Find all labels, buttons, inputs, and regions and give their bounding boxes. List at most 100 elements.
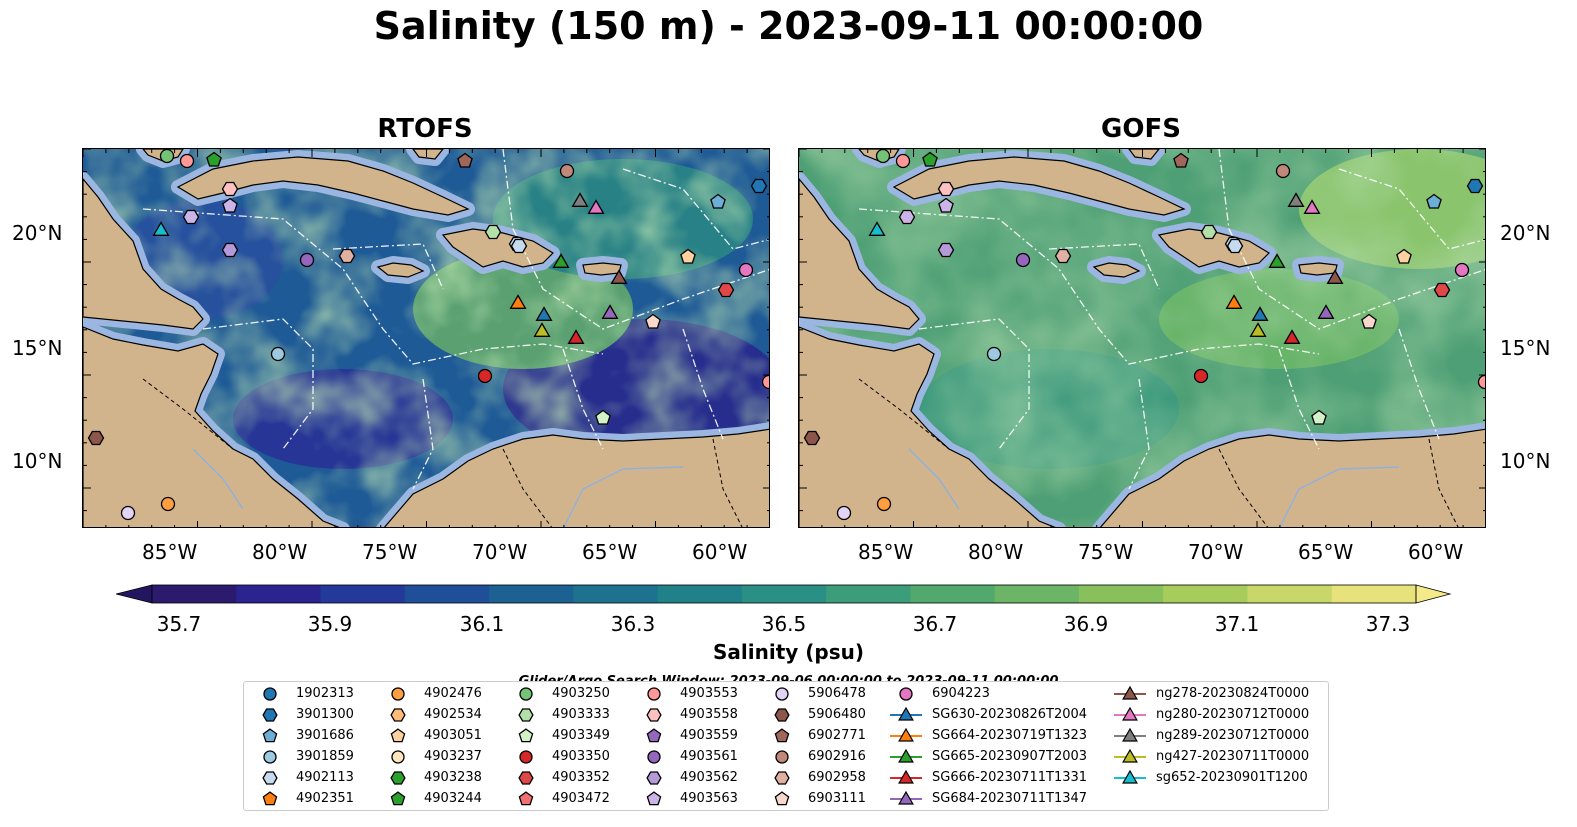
argo-float-marker [1433,282,1451,298]
argo-float-marker [477,368,493,384]
argo-float-marker [595,409,611,425]
legend-marker-icon [391,687,405,701]
glider-marker [1268,253,1286,268]
lon-label-left-60: 60°W [692,540,748,564]
legend-label: 4903352 [552,770,610,785]
colorbar-tick: 36.5 [761,612,807,636]
legend-marker-icon [262,708,278,722]
legend-marker-icon [518,728,534,743]
colorbar-swatch [1247,585,1333,603]
lon-label-left-65: 65°W [582,540,638,564]
lon-label-left-75: 75°W [362,540,418,564]
legend-item: 4903553 [636,684,756,704]
colorbar-swatch [236,585,322,603]
legend-item: 4903558 [636,705,756,725]
legend-item: 6904223 [888,684,1008,704]
legend-item: 6902958 [764,768,884,788]
glider-marker [509,294,527,309]
argo-float-marker [761,374,769,390]
argo-float-marker [750,178,768,194]
legend-item: ng289-20230712T0000 [1112,726,1332,746]
colorbar-swatch [404,585,490,603]
argo-float-marker [510,238,528,254]
lat-label-right-10: 10°N [1500,449,1551,473]
legend-glider-icon [1122,706,1138,721]
river [1279,466,1400,527]
legend-item: SG630-20230826T2004 [888,705,1108,725]
colorbar-swatch [741,585,827,603]
panel-title-rtofs: RTOFS [377,114,473,144]
legend-item: 4903333 [508,705,628,725]
land-mass [799,326,1056,527]
legend-item: sg652-20230901T1200 [1112,768,1332,788]
legend-label: SG665-20230907T2003 [932,749,1088,764]
search-window-text: Glider/Argo Search Window: 2023-09-06 00… [0,671,1577,681]
legend-label: ng280-20230712T0000 [1156,707,1310,722]
argo-float-marker [1311,409,1327,425]
argo-float-marker [1426,193,1442,209]
legend-item: 4903349 [508,726,628,746]
legend-glider-icon [1122,685,1138,700]
argo-float-marker [645,313,661,329]
legend-label: 4903561 [680,749,738,764]
legend-label: ng278-20230824T0000 [1156,686,1310,701]
legend-label: SG684-20230711T1347 [932,791,1088,806]
lon-label-right-80: 80°W [968,540,1024,564]
country-border [142,378,234,450]
legend-label: 4903349 [552,728,610,743]
legend-glider-icon [898,790,914,805]
legend-label: 4903558 [680,707,738,722]
argo-float-marker [1466,178,1484,194]
colorbar-tick: 36.7 [912,612,958,636]
legend-item: SG665-20230907T2003 [888,747,1108,767]
argo-float-marker [937,181,955,197]
legend-label: 5906478 [808,686,866,701]
river [563,466,684,527]
legend-label: 4903250 [552,686,610,701]
colorbar-swatch [1331,585,1417,603]
lat-label-right-15: 15°N [1500,336,1551,360]
argo-float-marker [922,151,938,167]
legend-marker-icon [774,728,790,743]
legend-label: 4903238 [424,770,482,785]
legend-label: 6902958 [808,770,866,785]
legend-label: 4903244 [424,791,482,806]
glider-marker [533,322,551,337]
country-border [1428,438,1459,527]
argo-float-marker [182,209,200,225]
argo-float-marker [1015,252,1031,268]
legend-label: SG666-20230711T1331 [932,770,1088,785]
legend-marker-icon [262,728,278,743]
land-mass [83,326,340,527]
glider-marker [1326,269,1344,284]
legend-label: 4903559 [680,728,738,743]
argo-float-marker [937,242,955,258]
argo-float-marker [803,430,821,446]
land-mass [412,149,444,160]
glider-marker [1225,294,1243,309]
legend-item: 4902476 [380,684,500,704]
river [908,448,960,510]
legend-marker-icon [390,728,406,743]
colorbar-tick: 37.1 [1214,612,1260,636]
map-rtofs[interactable] [82,148,770,528]
legend-marker-icon [646,708,662,722]
country-border [1218,448,1269,527]
argo-float-marker [938,197,954,213]
legend-item: 4903350 [508,747,628,767]
legend-item: 4903250 [508,684,628,704]
colorbar-swatch [1163,585,1248,603]
argo-float-marker [179,153,195,169]
colorbar-tick: 36.3 [610,612,656,636]
glider-marker [1287,192,1305,207]
eez-boundary [1128,378,1150,490]
legend-item: 4903237 [380,747,500,767]
legend-label: 4903553 [680,686,738,701]
argo-float-marker [1193,368,1209,384]
legend-glider-icon [1122,748,1138,763]
legend-label: 5906480 [808,707,866,722]
legend-marker-icon [774,791,790,806]
legend-marker-icon [518,771,534,785]
map-gofs[interactable] [798,148,1486,528]
lat-label-left-20: 20°N [12,221,63,245]
